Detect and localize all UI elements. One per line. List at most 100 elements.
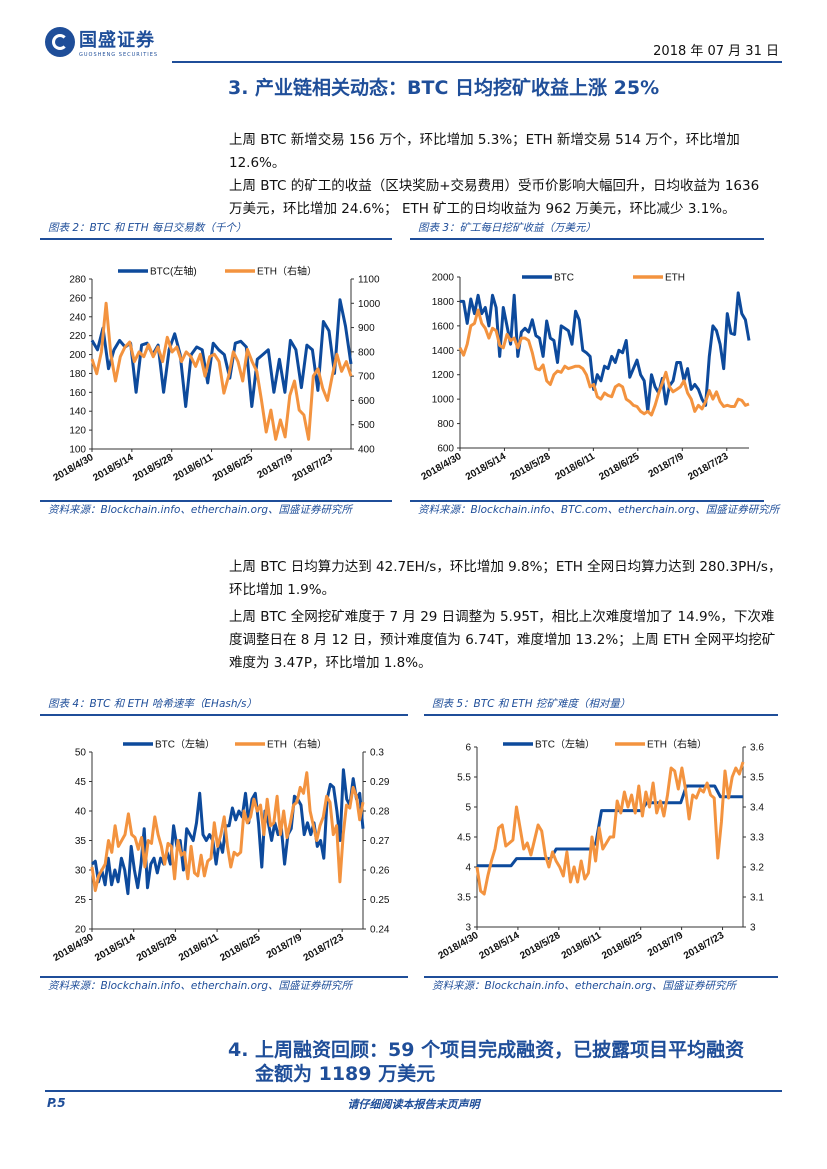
footer-rule — [45, 1090, 782, 1092]
y-right-tick-label: 600 — [358, 396, 375, 407]
x-tick-label: 2018/4/30 — [419, 451, 463, 483]
y-right-tick-label: 400 — [358, 445, 375, 456]
x-tick-label: 2018/4/30 — [436, 930, 480, 962]
x-tick-label: 2018/7/9 — [265, 932, 305, 961]
legend-label: ETH（右轴） — [647, 738, 707, 751]
x-tick-label: 2018/5/14 — [477, 930, 521, 962]
series-line-btc — [477, 784, 743, 868]
x-tick-label: 2018/6/11 — [553, 451, 597, 483]
x-tick-label: 2018/5/14 — [464, 451, 508, 483]
y-right-tick-label: 3.2 — [750, 863, 764, 874]
x-tick-label: 2018/6/11 — [171, 452, 215, 484]
y-right-tick-label: 500 — [358, 420, 375, 431]
series-line-btc — [460, 291, 751, 413]
section-4-title-line: 4. 上周融资回顾：59 个项目完成融资，已披露项目平均融资 — [228, 1039, 745, 1061]
company-logo: 国盛证券 GUOSHENG SECURITIES — [45, 26, 158, 58]
y-left-tick-label: 100 — [69, 445, 86, 456]
x-tick-label: 2018/5/28 — [508, 451, 552, 483]
y-right-tick-label: 3.4 — [750, 803, 764, 814]
y-right-tick-label: 800 — [358, 347, 375, 358]
x-tick-label: 2018/6/11 — [560, 930, 604, 962]
y-left-tick-label: 140 — [69, 407, 86, 418]
chart-mining-difficulty: 3 3.5 4 4.5 5 5.5 6 3 3.1 3.2 3.3 3.4 3.5 3.6 2018/4/3… — [436, 738, 764, 962]
page-number: P.5 — [47, 1096, 66, 1110]
y-left-tick-label: 180 — [69, 369, 86, 380]
logo-subtext: GUOSHENG SECURITIES — [79, 52, 159, 58]
paragraph-1: 上周 BTC 新增交易 156 万个，环比增加 5.3%；ETH 新增交易 51… — [229, 129, 784, 221]
series-line-eth — [90, 301, 353, 441]
y-right-tick-label: 900 — [358, 323, 375, 334]
y-right-tick-label: 0.24 — [370, 925, 390, 936]
y-left-tick-label: 600 — [437, 444, 454, 455]
figure-3-caption: 图表 3：矿工每日挖矿收益（万美元） — [418, 222, 597, 234]
y-left-tick-label: 280 — [69, 275, 86, 286]
x-tick-label: 2018/5/28 — [518, 930, 562, 962]
y-left-tick-label: 20 — [75, 925, 87, 936]
x-tick-label: 2018/7/23 — [682, 930, 726, 962]
y-left-tick-label: 40 — [75, 807, 87, 818]
series-line-btc — [91, 768, 365, 896]
caption-rule — [40, 714, 408, 716]
figure-5-caption: 图表 5：BTC 和 ETH 挖矿难度（相对量） — [432, 698, 631, 710]
y-left-tick-label: 35 — [75, 836, 87, 847]
series-line-eth — [475, 761, 745, 896]
y-right-tick-label: 1000 — [358, 299, 380, 310]
y-left-tick-label: 6 — [465, 743, 471, 754]
x-tick-label: 2018/6/25 — [597, 451, 641, 483]
y-right-tick-label: 0.3 — [370, 748, 384, 759]
section-3-title: 3. 产业链相关动态：BTC 日均挖矿收益上涨 25% — [228, 77, 660, 99]
y-right-tick-label: 3 — [750, 923, 756, 934]
figure-2-caption: 图表 2：BTC 和 ETH 每日交易数（千个） — [48, 222, 247, 234]
legend-label: ETH — [665, 273, 685, 284]
x-tick-label: 2018/4/30 — [51, 932, 95, 964]
figure-5-source: 资料来源：Blockchain.info、etherchain.org、国盛证券… — [432, 980, 737, 992]
figure-4-caption: 图表 4：BTC 和 ETH 哈希速率（EHash/s） — [48, 698, 258, 710]
x-tick-label: 2018/6/25 — [600, 930, 644, 962]
y-left-tick-label: 200 — [69, 350, 86, 361]
source-rule — [40, 976, 408, 978]
y-right-tick-label: 0.29 — [370, 777, 390, 788]
x-tick-label: 2018/7/23 — [302, 932, 346, 964]
y-left-tick-label: 120 — [69, 426, 86, 437]
report-date: 2018 年 07 月 31 日 — [653, 44, 779, 59]
y-left-tick-label: 30 — [75, 866, 87, 877]
source-rule — [424, 976, 778, 978]
y-left-tick-label: 1400 — [432, 346, 455, 357]
y-left-tick-label: 4 — [465, 863, 471, 874]
y-left-tick-label: 2000 — [432, 273, 455, 284]
logo-text: 国盛证券 — [79, 30, 155, 51]
paragraph-3: 上周 BTC 全网挖矿难度于 7 月 29 日调整为 5.95T，相比上次难度增… — [229, 609, 776, 671]
header-rule — [172, 61, 782, 63]
caption-rule — [424, 714, 778, 716]
x-tick-label: 2018/6/25 — [211, 452, 255, 484]
x-tick-label: 2018/7/23 — [686, 451, 730, 483]
source-rule — [40, 500, 392, 502]
figure-4-source: 资料来源：Blockchain.info、etherchain.org、国盛证券… — [48, 980, 353, 992]
series-line-btc — [90, 298, 353, 408]
section-4-title: 4. 上周融资回顾：59 个项目完成融资，已披露项目平均融资 金额为 1189 … — [228, 1038, 744, 1086]
y-left-tick-label: 220 — [69, 331, 86, 342]
paragraph-1-line: 上周 BTC 的矿工的收益（区块奖励+交易费用）受币价影响大幅回升，日均收益为 … — [229, 178, 760, 194]
paragraph-1-line: 万美元，环比增加 24.6%； ETH 矿工的日均收益为 962 万美元，环比减… — [229, 201, 736, 217]
y-left-tick-label: 160 — [69, 388, 86, 399]
y-right-tick-label: 0.26 — [370, 866, 390, 877]
y-left-tick-label: 260 — [69, 293, 86, 304]
y-left-tick-label: 3.5 — [457, 893, 471, 904]
x-tick-label: 2018/7/23 — [291, 452, 335, 484]
legend-label: BTC（左轴） — [535, 738, 595, 751]
legend-label: ETH（右轴） — [257, 265, 317, 278]
legend-label: BTC — [554, 273, 574, 284]
y-left-tick-label: 1800 — [432, 297, 455, 308]
paragraph-2: 上周 BTC 日均算力达到 42.7EH/s，环比增加 9.8%；ETH 全网日… — [229, 559, 782, 598]
y-left-tick-label: 5.5 — [457, 773, 471, 784]
x-tick-label: 2018/5/28 — [131, 452, 175, 484]
y-left-tick-label: 50 — [75, 748, 87, 759]
y-left-tick-label: 1000 — [432, 395, 455, 406]
logo-mark-icon — [45, 27, 75, 57]
y-right-tick-label: 700 — [358, 372, 375, 383]
y-right-tick-label: 0.27 — [370, 836, 390, 847]
x-tick-label: 2018/5/28 — [135, 932, 179, 964]
y-right-tick-label: 0.25 — [370, 895, 390, 906]
x-tick-label: 2018/6/25 — [218, 932, 262, 964]
